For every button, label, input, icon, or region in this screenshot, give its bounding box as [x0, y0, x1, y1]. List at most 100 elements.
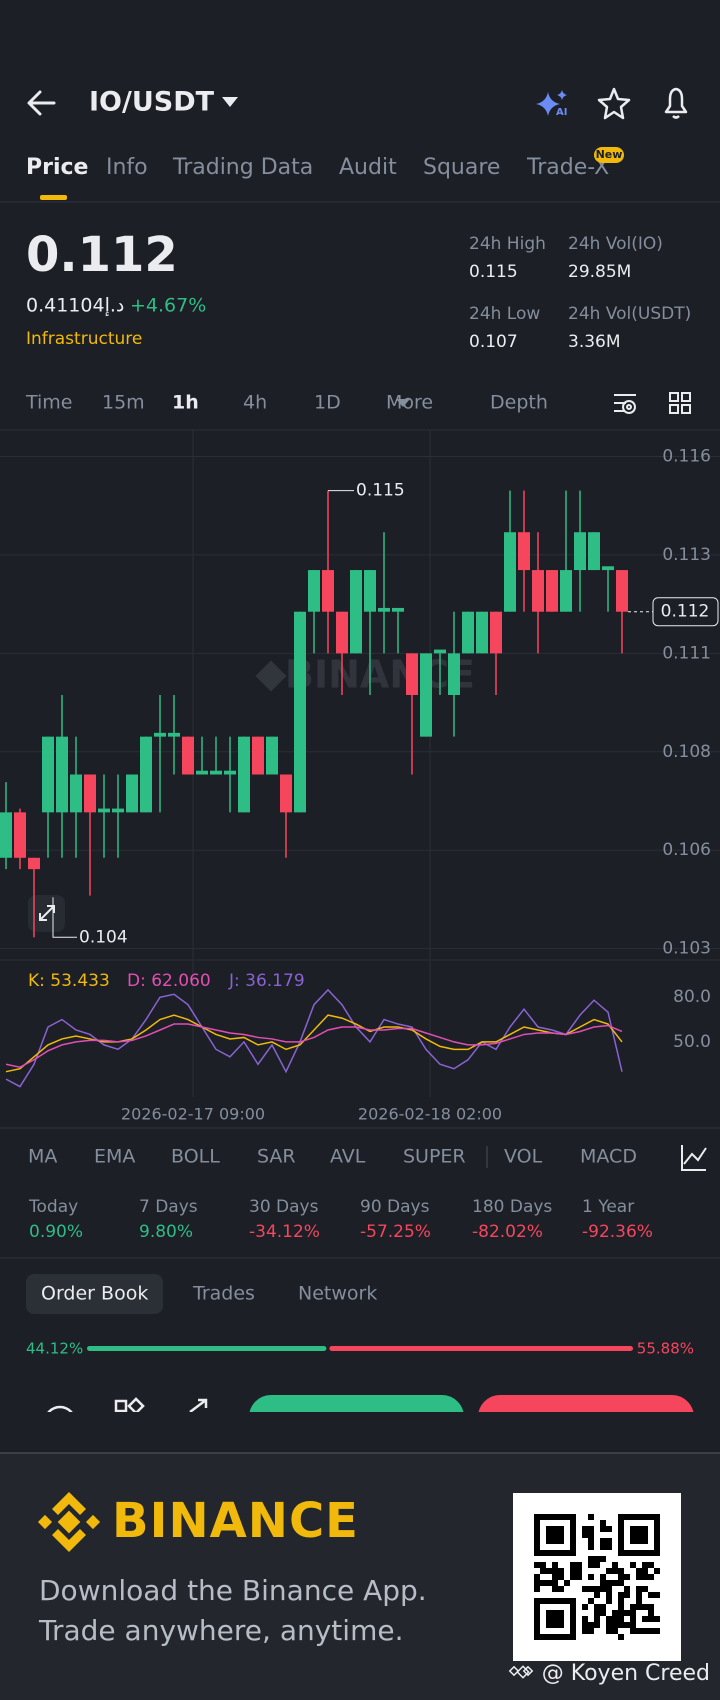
sector-tag[interactable]: Infrastructure: [26, 329, 142, 349]
action-icon[interactable]: [45, 1405, 75, 1437]
qr-module: [642, 1586, 648, 1592]
period-change: 0.90%: [29, 1222, 83, 1242]
order-book-tab[interactable]: Trades: [192, 1283, 255, 1305]
kdj-line: [5, 988, 623, 1088]
interval-tab[interactable]: Depth: [490, 392, 548, 414]
indicator-tab[interactable]: SAR: [257, 1146, 296, 1168]
pair-title[interactable]: IO/USDT: [89, 87, 215, 118]
indicator-tab[interactable]: VOL: [504, 1146, 543, 1168]
qr-module: [588, 1628, 594, 1634]
svg-text:AI: AI: [556, 107, 567, 118]
stat-label: 24h Low: [469, 304, 540, 324]
tagline: Download the Binance App.: [39, 1574, 427, 1607]
period-label: 90 Days: [360, 1197, 430, 1217]
pair-dropdown[interactable]: [222, 97, 238, 107]
credit-icon: [508, 1665, 534, 1679]
qr-module: [648, 1610, 654, 1616]
interval-tab[interactable]: 15m: [102, 392, 145, 414]
candle-body: [490, 611, 502, 654]
tab[interactable]: Square: [423, 155, 500, 180]
buy-ratio-bar: [87, 1346, 327, 1351]
qr-module: [588, 1622, 594, 1628]
interval-tab[interactable]: 4h: [243, 392, 267, 414]
qr-module: [600, 1604, 606, 1610]
candle-body: [504, 532, 516, 612]
indicator-tab[interactable]: SUPER: [403, 1146, 466, 1168]
qr-module: [552, 1586, 558, 1592]
indicator-tab[interactable]: AVL: [330, 1146, 366, 1168]
qr-module: [594, 1610, 600, 1616]
fiat-price: 0.41104د.إ: [26, 295, 124, 318]
qr-module: [600, 1520, 606, 1526]
interval-tab[interactable]: More: [386, 392, 433, 414]
qr-module: [648, 1562, 654, 1568]
qr-module: [624, 1610, 630, 1616]
indicator-tab[interactable]: MACD: [580, 1146, 637, 1168]
tab[interactable]: Price: [26, 155, 88, 180]
brand-logo: [37, 1492, 101, 1552]
qr-module: [546, 1568, 552, 1574]
indicator-tab[interactable]: EMA: [94, 1146, 135, 1168]
action-icon[interactable]: [189, 1398, 208, 1412]
favorite-button[interactable]: [597, 87, 631, 120]
alert-button[interactable]: [664, 87, 688, 119]
candle-body: [280, 774, 292, 813]
buy-button[interactable]: [249, 1395, 464, 1445]
y-tick-label: 0.103: [662, 939, 711, 959]
qr-module: [582, 1622, 588, 1628]
qr-module: [594, 1586, 600, 1592]
tab[interactable]: Audit: [339, 155, 397, 180]
tab[interactable]: Info: [106, 155, 148, 180]
qr-finder: [546, 1526, 564, 1544]
more-dropdown[interactable]: [396, 399, 410, 407]
qr-module: [642, 1604, 648, 1610]
indicator-settings-button[interactable]: [681, 1145, 707, 1171]
candle-body: [546, 570, 558, 612]
indicator-tab[interactable]: BOLL: [171, 1146, 220, 1168]
order-book-tab[interactable]: Network: [298, 1283, 377, 1305]
qr-module: [606, 1544, 612, 1550]
qr-module: [618, 1574, 624, 1580]
qr-module: [534, 1562, 540, 1568]
qr-module: [612, 1622, 618, 1628]
candle-body: [434, 649, 446, 654]
qr-finder: [534, 1598, 576, 1640]
layout-button[interactable]: [669, 392, 691, 414]
ai-button[interactable]: AI: [536, 90, 567, 118]
qr-module: [606, 1622, 612, 1628]
qr-module: [588, 1532, 594, 1538]
indicator-tab[interactable]: MA: [28, 1146, 57, 1168]
qr-module: [630, 1604, 636, 1610]
interval-tab[interactable]: 1D: [314, 392, 341, 414]
candle-body: [154, 732, 166, 737]
interval-tab[interactable]: 1h: [172, 392, 199, 414]
qr-module: [624, 1622, 630, 1628]
action-icon[interactable]: [114, 1399, 128, 1412]
action-icon[interactable]: [127, 1397, 145, 1413]
tab[interactable]: Trading Data: [172, 155, 313, 180]
qr-module: [600, 1610, 606, 1616]
qr-module: [636, 1592, 642, 1598]
order-book-tab[interactable]: Order Book: [41, 1283, 148, 1305]
period-change: -82.02%: [472, 1222, 543, 1242]
qr-module: [588, 1586, 594, 1592]
qr-module: [606, 1598, 612, 1604]
qr-module: [588, 1562, 594, 1568]
qr-module: [552, 1580, 558, 1586]
new-badge: New: [596, 148, 623, 161]
qr-module: [606, 1580, 612, 1586]
sell-button[interactable]: [478, 1395, 694, 1445]
qr-module: [582, 1586, 588, 1592]
period-label: 180 Days: [472, 1197, 552, 1217]
chart-settings-button[interactable]: [614, 394, 636, 414]
qr-module: [630, 1622, 636, 1628]
back-button[interactable]: [27, 90, 56, 116]
candle-body: [210, 770, 222, 775]
interval-tab[interactable]: Time: [25, 392, 73, 414]
qr-module: [576, 1568, 582, 1574]
candle-body: [84, 774, 96, 813]
candle-body: [126, 774, 138, 813]
qr-module: [606, 1538, 612, 1544]
candle-body: [56, 736, 68, 813]
qr-module: [552, 1562, 558, 1568]
